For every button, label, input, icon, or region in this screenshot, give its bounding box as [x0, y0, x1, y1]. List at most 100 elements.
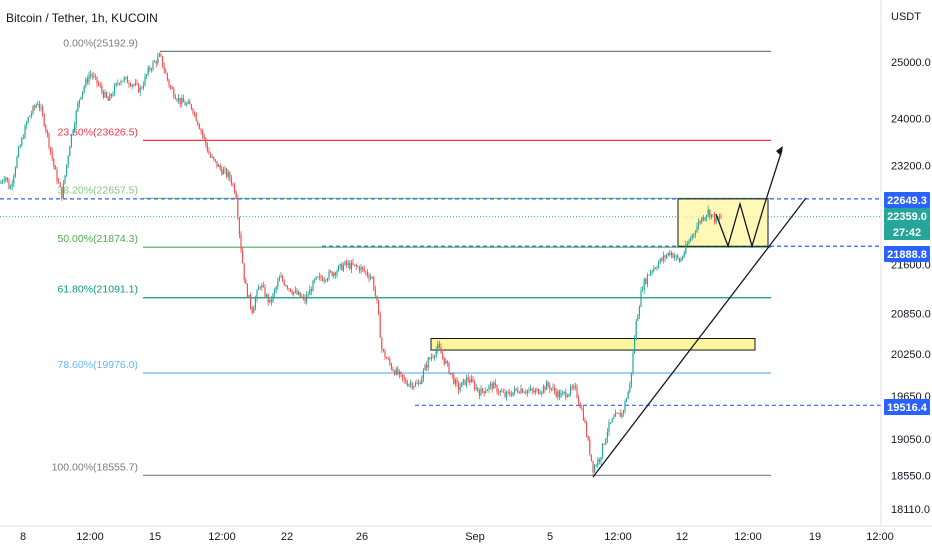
candle-body — [165, 70, 167, 74]
candle-body — [430, 356, 432, 359]
candle-body — [176, 98, 178, 101]
candle-body — [109, 94, 111, 101]
candle-body — [370, 277, 372, 279]
candle-body — [467, 377, 469, 380]
candle-body — [461, 381, 463, 388]
projected-path[interactable] — [715, 149, 783, 249]
candle-body — [302, 296, 304, 298]
candle-body — [611, 418, 613, 423]
candle-body — [614, 413, 616, 417]
candle-body — [46, 130, 48, 134]
candle-body — [483, 391, 485, 394]
candle-body — [694, 232, 696, 234]
candle-body — [395, 368, 397, 375]
candle-body — [400, 371, 402, 375]
candle-body — [22, 137, 24, 139]
candle-body — [544, 386, 546, 390]
price-badge — [884, 399, 930, 415]
x-tick-label: 19 — [809, 531, 821, 543]
candle-body — [435, 349, 437, 356]
candle-body — [139, 87, 141, 93]
candle-body — [658, 262, 660, 268]
candle-body — [189, 101, 191, 105]
candle-body — [707, 209, 709, 216]
candle-body — [507, 391, 509, 393]
candlestick-series — [0, 52, 722, 477]
candle-body — [354, 264, 356, 266]
candle-body — [16, 156, 18, 168]
x-tick-label: 12:00 — [734, 531, 762, 543]
drawing-boxes[interactable] — [430, 198, 769, 351]
candle-body — [242, 250, 244, 264]
candle-body — [149, 67, 151, 70]
candle-body — [643, 279, 645, 291]
x-tick-label: 15 — [149, 531, 161, 543]
candle-body — [386, 357, 388, 359]
candle-body — [259, 287, 261, 289]
candle-body — [222, 169, 224, 175]
candle-body — [270, 299, 272, 302]
candle-body — [80, 96, 82, 100]
candle-body — [102, 91, 104, 98]
candle-body — [262, 285, 264, 287]
candle-body — [570, 386, 572, 394]
candle-body — [381, 337, 383, 350]
candle-body — [424, 365, 426, 371]
candle-body — [293, 291, 295, 295]
range-box[interactable] — [677, 198, 769, 247]
y-tick-label: 21600.0 — [891, 260, 931, 272]
candle-body — [702, 217, 704, 220]
candle-body — [56, 169, 58, 182]
trend-drawings[interactable] — [592, 146, 807, 478]
candle-body — [190, 104, 192, 109]
support-zone-box[interactable] — [430, 337, 756, 351]
candle-body — [26, 122, 28, 126]
candle-body — [531, 388, 533, 391]
candle-body — [205, 138, 207, 145]
candle-body — [654, 268, 656, 269]
candle-body — [210, 154, 212, 158]
candle-body — [485, 391, 487, 394]
candle-body — [603, 443, 605, 445]
candle-body — [470, 378, 472, 383]
candle-body — [160, 54, 162, 57]
candle-body — [389, 359, 391, 364]
candle-body — [240, 234, 242, 251]
candle-body — [98, 83, 100, 85]
candle-body — [54, 166, 56, 170]
candle-body — [37, 103, 39, 105]
candle-body — [179, 97, 181, 105]
candle-body — [290, 288, 292, 292]
candle-body — [104, 92, 106, 98]
candle-body — [406, 383, 408, 386]
candle-body — [704, 217, 706, 220]
candle-body — [286, 285, 288, 289]
candle-body — [534, 390, 536, 393]
candle-body — [445, 361, 447, 364]
candle-body — [53, 158, 55, 167]
candle-body — [669, 252, 671, 255]
candle-body — [578, 397, 580, 404]
candle-body — [298, 292, 300, 295]
x-tick-label: 26 — [356, 531, 368, 543]
candle-body — [35, 104, 37, 108]
candle-body — [674, 256, 676, 258]
candle-body — [566, 396, 568, 398]
candle-body — [701, 217, 703, 223]
ascending-trendline[interactable] — [592, 197, 807, 478]
candle-body — [547, 382, 549, 386]
candle-body — [418, 382, 420, 384]
candle-body — [574, 385, 576, 387]
candle-body — [117, 83, 119, 84]
candle-body — [309, 289, 311, 295]
candle-body — [248, 294, 250, 298]
candle-body — [250, 294, 252, 308]
candle-body — [528, 390, 530, 391]
candle-body — [539, 393, 541, 395]
candle-body — [342, 265, 344, 271]
candle-body — [123, 77, 125, 81]
candle-body — [173, 88, 175, 97]
price-badge-text: 19516.4 — [887, 402, 928, 414]
